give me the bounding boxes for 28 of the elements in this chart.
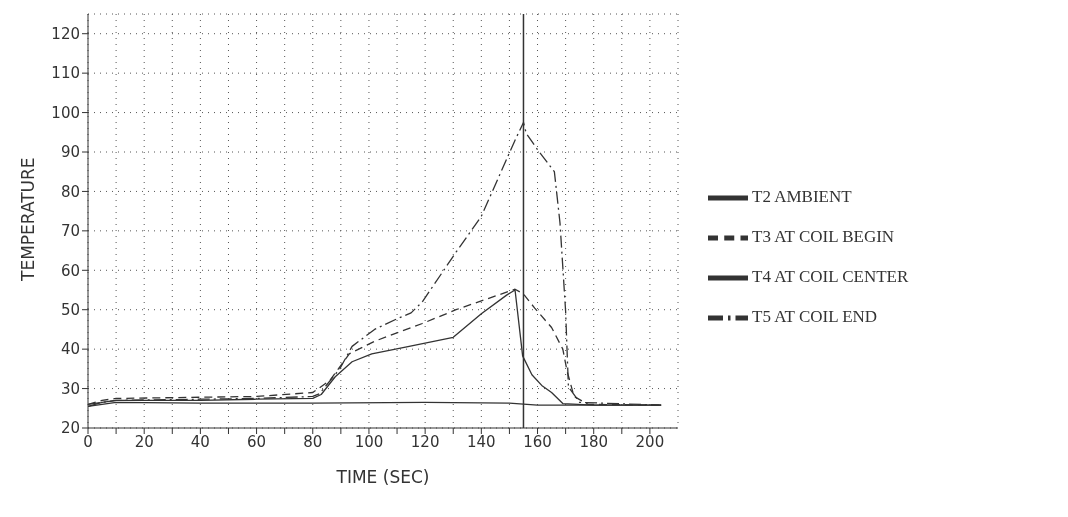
x-tick-label: 200 bbox=[635, 432, 665, 451]
x-tick-label: 0 bbox=[83, 432, 93, 451]
y-tick-label: 100 bbox=[51, 103, 80, 122]
y-tick-label: 40 bbox=[60, 340, 80, 359]
y-tick-label: 80 bbox=[60, 182, 80, 201]
legend-label: T5 AT COIL END bbox=[752, 306, 878, 326]
x-tick-label: 20 bbox=[134, 432, 154, 451]
x-tick-label: 40 bbox=[190, 432, 210, 451]
y-tick-label: 120 bbox=[51, 25, 80, 44]
x-tick-label: 160 bbox=[523, 432, 552, 451]
y-tick-label: 50 bbox=[60, 301, 80, 320]
x-tick-label: 60 bbox=[247, 432, 267, 451]
x-tick-label: 180 bbox=[579, 432, 609, 451]
y-tick-label: 110 bbox=[51, 64, 80, 83]
y-tick-label: 70 bbox=[60, 222, 80, 241]
legend-label: T2 AMBIENT bbox=[752, 186, 852, 206]
x-tick-label: 80 bbox=[303, 432, 323, 451]
x-tick-label: 140 bbox=[467, 432, 496, 451]
y-tick-label: 60 bbox=[60, 261, 80, 280]
x-tick-label: 120 bbox=[410, 432, 440, 451]
y-tick-label: 30 bbox=[60, 379, 80, 398]
x-tick-label: 100 bbox=[354, 432, 384, 451]
y-tick-label: 20 bbox=[60, 419, 80, 438]
y-axis-title: TEMPERATURE bbox=[18, 157, 39, 282]
x-axis-title: TIME (SEC) bbox=[335, 467, 430, 487]
legend-label: T4 AT COIL CENTER bbox=[752, 266, 909, 286]
y-tick-label: 90 bbox=[60, 143, 80, 162]
legend-label: T3 AT COIL BEGIN bbox=[752, 226, 895, 246]
